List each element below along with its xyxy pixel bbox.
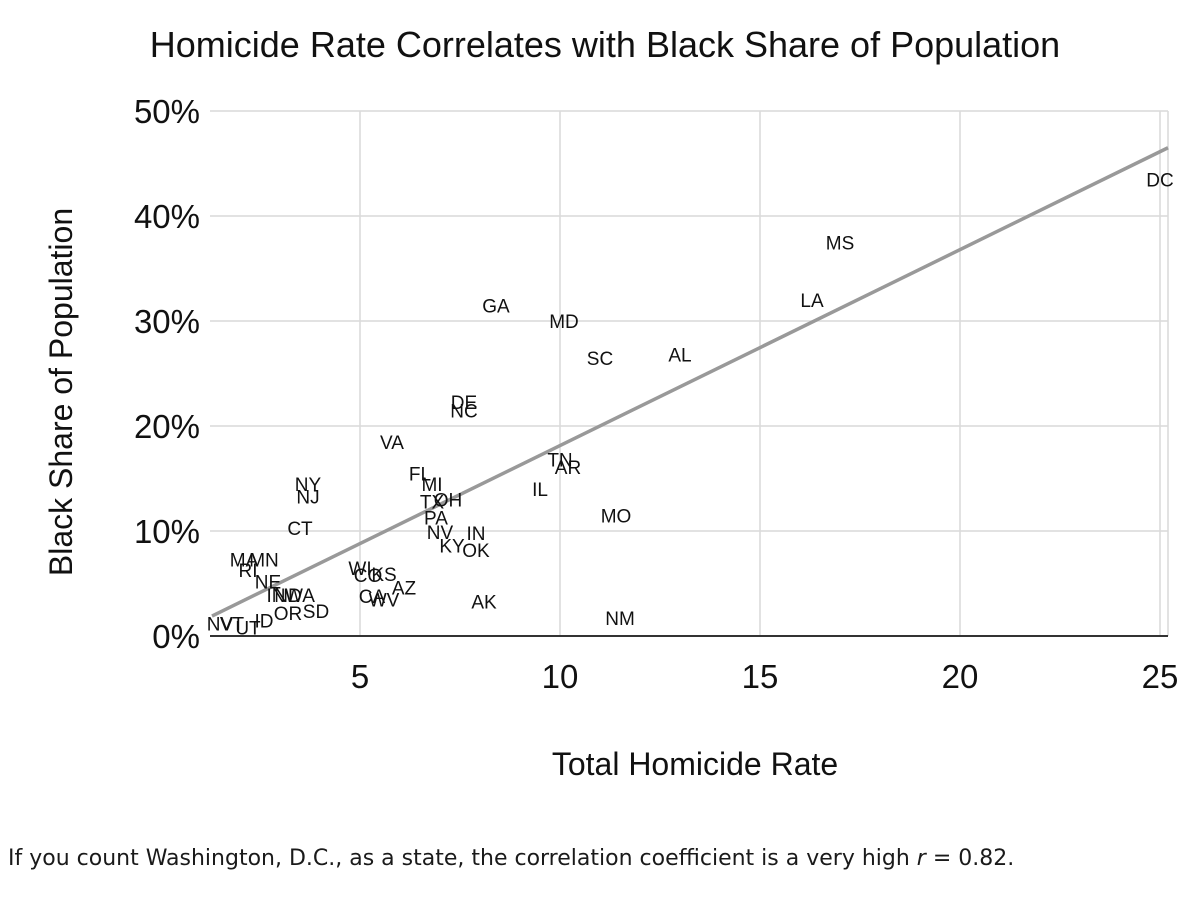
data-point-wi: WI <box>348 559 371 580</box>
data-point-wv: WV <box>369 590 400 611</box>
data-point-tn: TN <box>547 451 572 472</box>
y-tick-label: 40% <box>134 198 200 235</box>
data-point-sc: SC <box>587 349 613 370</box>
data-point-va: VA <box>380 433 404 454</box>
data-point-ct: CT <box>287 519 313 540</box>
data-point-nm: NM <box>605 609 635 630</box>
x-tick-label: 15 <box>742 658 779 695</box>
data-point-co: CO <box>354 566 383 587</box>
x-tick-label: 5 <box>351 658 369 695</box>
data-point-nj: NJ <box>296 487 319 508</box>
trendline <box>211 146 1169 618</box>
data-point-wa: WA <box>285 586 315 607</box>
data-point-la: LA <box>800 291 824 312</box>
data-point-ny: NY <box>295 475 322 496</box>
chart-title: Homicide Rate Correlates with Black Shar… <box>150 24 1060 65</box>
data-point-ut: UT <box>235 619 261 640</box>
data-point-ma: MA <box>230 550 259 571</box>
data-point-ks: KS <box>371 565 396 586</box>
data-point-ca: CA <box>359 587 386 608</box>
y-axis-ticks: 0% 10% 20% 30% 40% 50% <box>134 93 200 655</box>
y-tick-label: 50% <box>134 93 200 130</box>
data-point-il: IL <box>532 480 548 501</box>
data-point-ky: KY <box>439 537 465 558</box>
data-point-fl: FL <box>409 464 431 485</box>
caption-prefix: If you count Washington, D.C., as a stat… <box>8 846 917 871</box>
data-point-in: IN <box>467 524 486 545</box>
data-point-ar: AR <box>555 458 581 479</box>
data-point-md: MD <box>549 312 579 333</box>
scatter-chart: Homicide Rate Correlates with Black Shar… <box>43 24 1179 782</box>
y-tick-label: 20% <box>134 408 200 445</box>
data-point-mn: MN <box>249 550 279 571</box>
data-point-id: ID <box>255 611 274 632</box>
data-point-mo: MO <box>601 506 632 527</box>
y-axis-title: Black Share of Population <box>43 208 79 576</box>
x-axis-title: Total Homicide Rate <box>552 746 838 782</box>
trendline-layer <box>211 146 1169 618</box>
data-point-nc: NC <box>450 401 477 422</box>
data-point-az: AZ <box>392 579 417 600</box>
caption-text: If you count Washington, D.C., as a stat… <box>8 846 1014 871</box>
data-point-mi: MI <box>421 475 442 496</box>
gridlines <box>210 110 1169 637</box>
y-tick-label: 0% <box>152 618 200 655</box>
data-point-ri: RI <box>239 561 258 582</box>
data-point-pa: PA <box>424 508 448 529</box>
y-tick-label: 10% <box>134 513 200 550</box>
data-point-ga: GA <box>482 296 510 317</box>
data-point-oh: OH <box>434 491 463 512</box>
data-point-ms: MS <box>826 233 855 254</box>
x-tick-label: 25 <box>1142 658 1179 695</box>
data-point-nd: ND <box>274 586 301 607</box>
x-tick-label: 20 <box>942 658 979 695</box>
data-point-in: IN <box>267 586 286 607</box>
data-point-nv: NV <box>427 523 454 544</box>
data-point-ok: OK <box>462 541 490 562</box>
caption-suffix: = 0.82. <box>925 846 1015 871</box>
data-point-vt: VT <box>220 614 245 635</box>
data-point-dc: DC <box>1146 170 1173 191</box>
data-point-ak: AK <box>471 592 497 613</box>
data-point-de: DE <box>451 393 477 414</box>
caption-variable: r <box>916 846 926 871</box>
data-point-ne: NE <box>255 572 281 593</box>
data-point-al: AL <box>668 346 691 367</box>
x-axis-ticks: 5 10 15 20 25 <box>351 658 1179 695</box>
x-tick-label: 10 <box>542 658 579 695</box>
data-point-nv: NV <box>207 614 234 635</box>
data-point-tx: TX <box>420 493 445 514</box>
y-tick-label: 30% <box>134 303 200 340</box>
data-point-sd: SD <box>303 602 329 623</box>
data-point-or: OR <box>274 604 303 625</box>
